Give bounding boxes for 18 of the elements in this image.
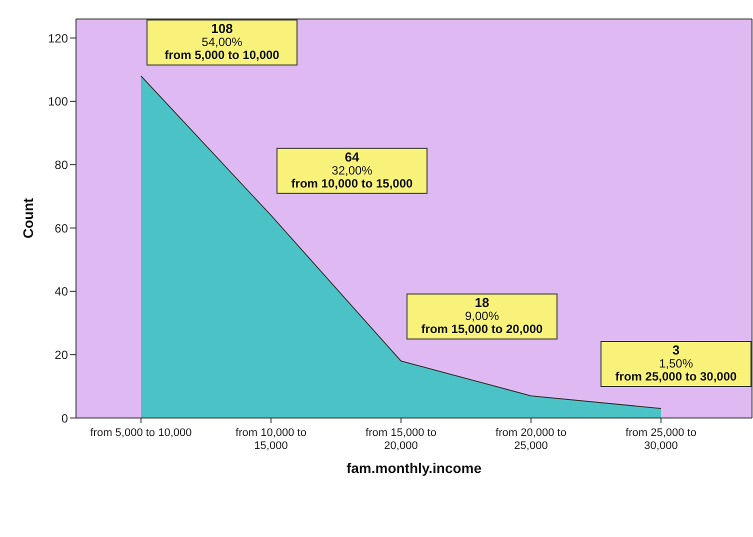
y-axis-title: Count	[20, 198, 36, 238]
y-tick-label: 40	[54, 284, 68, 299]
x-tick-label: from 10,000 to 15,000	[236, 427, 306, 452]
y-tick-label: 80	[54, 158, 68, 172]
data-label: 64 32,00% from 10,000 to 15,000	[291, 149, 414, 190]
data-label: 3 1,50% from 25,000 to 30,000	[615, 342, 738, 384]
x-tick-label: from 20,000 to 25,000	[496, 427, 566, 452]
y-tick-label: 60	[54, 221, 68, 236]
x-tick-label: from 25,000 to 30,000	[626, 427, 696, 452]
y-tick-label: 120	[48, 31, 68, 46]
data-label: 18 9,00% from 15,000 to 20,000	[421, 295, 544, 336]
y-tick-label: 20	[54, 348, 68, 362]
x-axis-title: fam.monthly.income	[346, 460, 482, 476]
x-tick-label: from 5,000 to 10,000	[90, 427, 192, 439]
y-tick-label: 100	[48, 94, 68, 109]
y-tick-label: 0	[61, 411, 68, 426]
data-label: 108 54,00% from 5,000 to 10,000	[164, 21, 280, 62]
x-tick-label: from 15,000 to 20,000	[366, 427, 436, 452]
